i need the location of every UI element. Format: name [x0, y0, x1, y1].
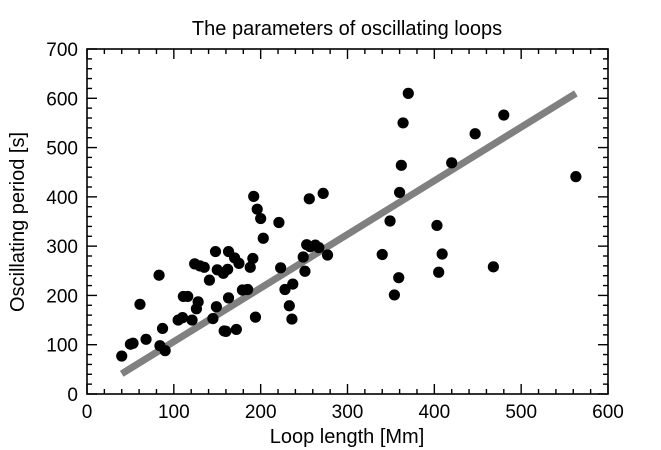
data-points-layer	[116, 87, 582, 362]
y-tick-label: 200	[46, 286, 78, 307]
data-point	[244, 261, 256, 273]
data-point	[469, 128, 481, 140]
y-tick-label: 0	[67, 385, 78, 406]
data-point	[487, 261, 499, 273]
data-point	[203, 274, 216, 286]
data-point	[446, 157, 458, 169]
data-point	[376, 248, 388, 261]
data-point	[222, 263, 234, 275]
data-point	[140, 333, 152, 345]
data-point	[210, 301, 222, 313]
data-point	[251, 203, 263, 215]
data-point	[176, 312, 189, 324]
x-tick-label: 500	[505, 402, 537, 423]
fit-line	[119, 90, 578, 377]
data-point	[283, 300, 295, 312]
data-point	[297, 251, 309, 263]
data-point	[186, 314, 198, 326]
data-point	[275, 262, 287, 274]
data-point	[233, 257, 245, 269]
data-point	[230, 323, 242, 336]
x-tick-label: 600	[592, 402, 624, 423]
data-point	[384, 215, 396, 227]
data-point	[248, 190, 260, 202]
data-point	[393, 272, 405, 284]
y-tick-label: 700	[46, 40, 78, 61]
data-point	[287, 278, 299, 290]
data-point	[220, 325, 232, 338]
data-point	[570, 171, 582, 183]
data-point	[402, 87, 414, 99]
data-point	[242, 283, 254, 296]
y-tick-label: 600	[46, 89, 78, 110]
data-point	[207, 312, 219, 325]
x-axis-label: Loop length [Mm]	[270, 426, 425, 448]
data-point	[397, 117, 409, 129]
data-point	[182, 290, 194, 303]
y-tick-label: 300	[46, 237, 78, 258]
data-point	[222, 292, 235, 304]
data-point	[209, 245, 222, 258]
data-point	[279, 283, 291, 296]
chart-title: The parameters of oscillating loops	[192, 18, 502, 40]
axes: 0 100 200 300 400 500 600 0 100 200 300 400 500 600 70…	[46, 40, 624, 423]
data-point	[192, 296, 204, 308]
fit-line-layer	[119, 90, 578, 377]
data-point	[156, 322, 169, 335]
x-tick-label: 400	[418, 402, 450, 423]
data-point	[321, 249, 334, 261]
data-point	[198, 261, 210, 273]
data-point	[134, 298, 146, 310]
data-point	[395, 159, 407, 171]
data-point	[317, 187, 329, 200]
data-point	[388, 289, 400, 301]
data-point	[255, 212, 267, 225]
data-point	[273, 216, 285, 229]
plot-frame	[86, 48, 609, 395]
y-tick-label: 400	[46, 188, 78, 209]
x-tick-label: 0	[82, 402, 93, 423]
data-point	[313, 242, 325, 254]
x-tick-label: 300	[332, 402, 364, 423]
data-point	[159, 345, 171, 357]
data-point	[127, 337, 139, 349]
x-tick-label: 200	[245, 402, 277, 423]
data-point	[431, 219, 443, 232]
data-point	[116, 350, 128, 362]
data-point	[498, 109, 510, 121]
y-axis-label: Oscillating period [s]	[7, 132, 29, 312]
data-point	[286, 313, 298, 325]
data-point	[303, 193, 315, 205]
data-point	[394, 186, 406, 199]
data-point	[247, 252, 259, 265]
y-tick-label: 100	[46, 336, 78, 357]
data-point	[299, 265, 311, 277]
data-point	[436, 248, 448, 260]
data-point	[257, 232, 269, 244]
y-tick-label: 500	[46, 139, 78, 160]
data-point	[249, 311, 262, 323]
x-tick-label: 100	[158, 402, 190, 423]
data-point	[433, 266, 445, 278]
data-point	[153, 269, 165, 281]
